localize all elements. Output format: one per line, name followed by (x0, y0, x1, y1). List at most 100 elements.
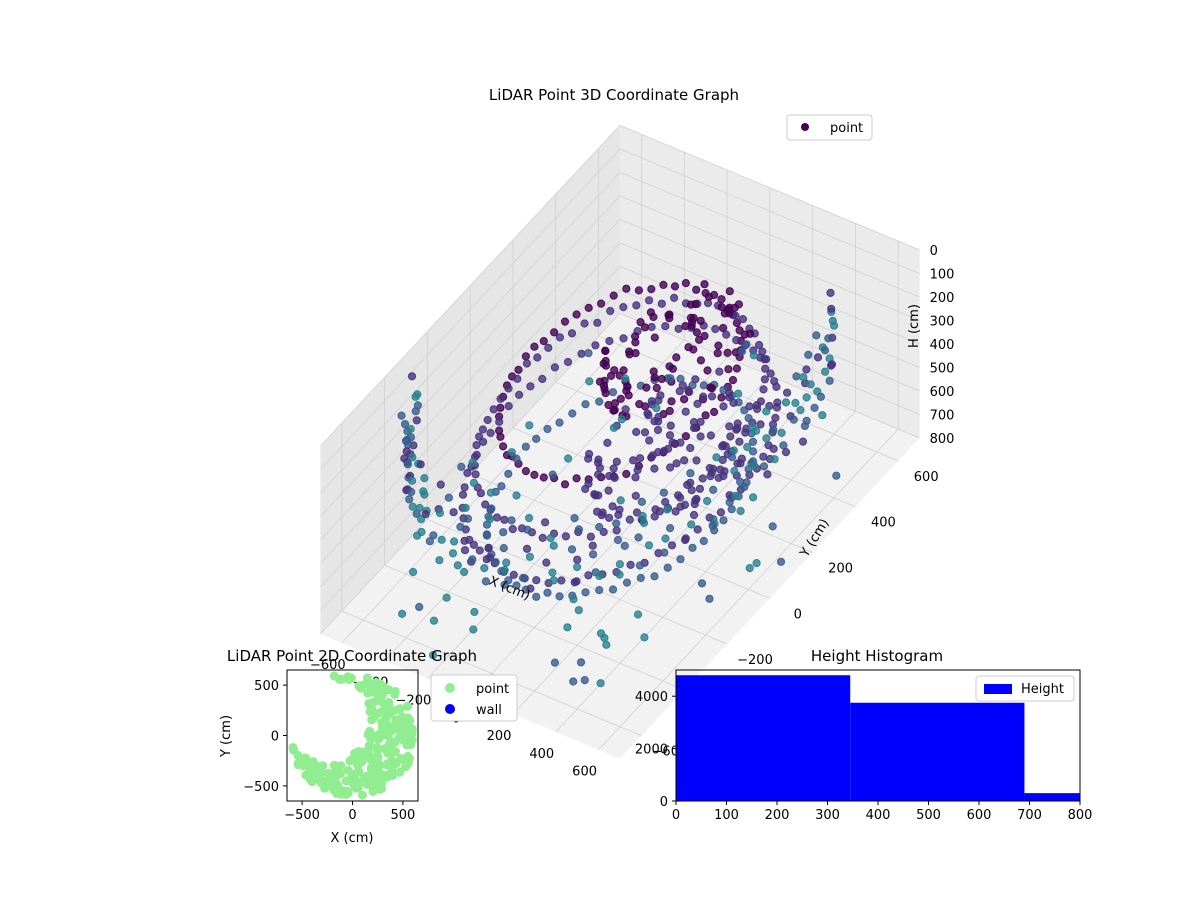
data-point (640, 633, 649, 642)
data-point (495, 417, 504, 426)
chart-histogram: Height Histogram 0 100 200 300 400 500 600 700 8… (635, 647, 1093, 823)
data-point (680, 395, 689, 404)
data-point (610, 473, 619, 482)
data-point (802, 393, 811, 402)
data-point (500, 580, 509, 590)
data-point (769, 425, 778, 434)
data-point (526, 382, 535, 391)
grid-z-back (619, 219, 920, 345)
data-point (666, 524, 675, 533)
data-point (581, 588, 590, 597)
data-point (460, 567, 469, 577)
data-point (759, 385, 768, 394)
data-point (412, 416, 421, 425)
data-point (729, 446, 739, 455)
data-point (593, 507, 602, 516)
data-point (573, 555, 582, 564)
data-point (532, 576, 541, 585)
point-marker (355, 682, 365, 692)
data-point (521, 467, 531, 476)
point-marker (343, 766, 353, 775)
data-point (781, 448, 791, 457)
x-tick-label: 800 (1068, 808, 1093, 823)
data-point (468, 555, 477, 564)
data-point (603, 438, 612, 447)
data-point (620, 541, 629, 551)
data-point (766, 369, 775, 378)
data-point (442, 593, 451, 602)
data-point (420, 474, 429, 483)
histogram-frame (675, 669, 1081, 802)
data-point (522, 544, 532, 553)
data-point (416, 460, 425, 469)
data-point (717, 303, 726, 312)
data-point (776, 557, 786, 566)
data-point (548, 470, 557, 479)
point-marker (351, 783, 361, 793)
data-point (639, 518, 649, 528)
data-point (521, 442, 530, 451)
data-point (721, 442, 730, 451)
data-point (644, 541, 654, 550)
data-point (725, 422, 734, 431)
data-point (723, 348, 732, 357)
data-point (742, 340, 751, 349)
data-point (405, 495, 414, 504)
chart-2d-ylabel: Y (cm) (219, 715, 234, 758)
data-point (769, 444, 778, 453)
data-point (509, 570, 518, 580)
data-point (652, 404, 661, 413)
data-point (436, 480, 445, 489)
data-point (609, 464, 618, 473)
data-point (761, 364, 770, 373)
point-marker (311, 768, 321, 778)
point-marker (363, 730, 373, 740)
data-point (609, 423, 619, 432)
data-point (604, 400, 613, 410)
point-marker (369, 713, 379, 723)
data-point (759, 462, 769, 471)
data-point (504, 384, 513, 393)
data-point (525, 513, 534, 523)
data-point (600, 633, 609, 643)
tick-label-z: 600 (930, 385, 955, 400)
x-tick-label: 200 (765, 808, 790, 823)
data-point (507, 516, 516, 525)
grid-y-floor (598, 335, 899, 462)
data-point (827, 304, 836, 313)
grid-z-side (320, 148, 621, 470)
x-tick-label: 0 (348, 808, 356, 823)
data-point (687, 520, 696, 529)
data-point (595, 586, 604, 595)
data-point (645, 436, 654, 445)
data-point (533, 353, 542, 362)
data-point (525, 421, 534, 430)
data-point (612, 457, 621, 466)
data-point (670, 282, 680, 291)
data-point (642, 383, 651, 392)
data-point (812, 331, 821, 340)
data-point (745, 564, 754, 573)
data-point (497, 482, 506, 491)
data-point (733, 419, 742, 428)
grid-z-back (619, 148, 920, 274)
point-marker (365, 751, 375, 761)
data-point (563, 623, 572, 632)
data-point (576, 658, 586, 667)
data-point (460, 546, 470, 555)
data-point (826, 288, 835, 297)
data-point (779, 441, 788, 450)
data-point (429, 651, 438, 660)
data-point (724, 365, 733, 374)
data-point (530, 342, 539, 351)
point-marker (375, 782, 385, 792)
data-point (636, 318, 645, 327)
data-point (403, 440, 413, 449)
data-point (660, 548, 669, 557)
tick-label-z: 100 (930, 268, 955, 283)
data-point (622, 469, 631, 479)
tick-label-x: 600 (572, 765, 597, 780)
data-point (791, 398, 800, 408)
x-tick-label: 400 (866, 808, 891, 823)
data-point (650, 572, 659, 581)
